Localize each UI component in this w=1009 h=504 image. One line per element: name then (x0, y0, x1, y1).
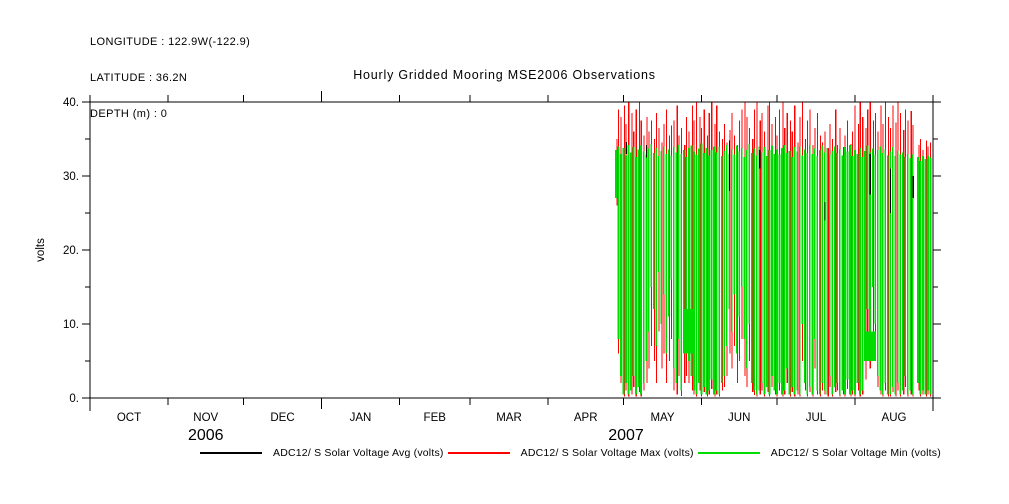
x-axis-month-label: FEB (424, 412, 447, 424)
depth-text: DEPTH (m) : 0 (90, 108, 168, 120)
plot-title: Hourly Gridded Mooring MSE2006 Observati… (353, 68, 656, 82)
series-min-fill-patch (864, 331, 876, 361)
y-axis-tick-label: 0. (69, 393, 79, 405)
x-axis-month-label: AUG (882, 412, 907, 424)
x-axis-month-label: JUN (728, 412, 750, 424)
legend-line-max (447, 452, 510, 454)
x-axis-month-label: MAY (650, 412, 674, 424)
x-axis-month-label: JAN (350, 412, 372, 424)
legend-line-min (697, 452, 760, 454)
y-axis-tick-label: 10. (63, 319, 79, 331)
legend-line-avg (200, 452, 262, 454)
x-axis-month-label: MAR (496, 412, 522, 424)
legend-label-min: ADC12/ S Solar Voltage Min (volts) (770, 447, 941, 459)
x-axis-year-label: 2007 (608, 427, 644, 444)
x-axis-month-label: OCT (117, 412, 141, 424)
x-axis-month-label: APR (574, 412, 598, 424)
y-axis-tick-label: 20. (63, 245, 79, 257)
latitude-text: LATITUDE : 36.2N (90, 72, 188, 84)
series-min-fill-patch (683, 309, 695, 354)
legend-label-avg: ADC12/ S Solar Voltage Avg (volts) (273, 447, 444, 459)
y-axis-title: volts (35, 238, 47, 262)
x-axis-year-label: 2006 (188, 427, 224, 444)
x-axis-month-label: JUL (806, 412, 827, 424)
x-axis-month-label: NOV (193, 412, 218, 424)
longitude-text: LONGITUDE : 122.9W(-122.9) (90, 36, 251, 48)
y-axis-tick-label: 30. (63, 171, 79, 183)
legend-label-max: ADC12/ S Solar Voltage Max (volts) (520, 447, 694, 459)
x-axis-month-label: DEC (270, 412, 294, 424)
coordinates-header: LONGITUDE : 122.9W(-122.9) LATITUDE : 36… (90, 12, 250, 144)
legend: ADC12/ S Solar Voltage Avg (volts) ADC12… (200, 445, 945, 461)
y-axis-tick-label: 40. (63, 97, 79, 109)
